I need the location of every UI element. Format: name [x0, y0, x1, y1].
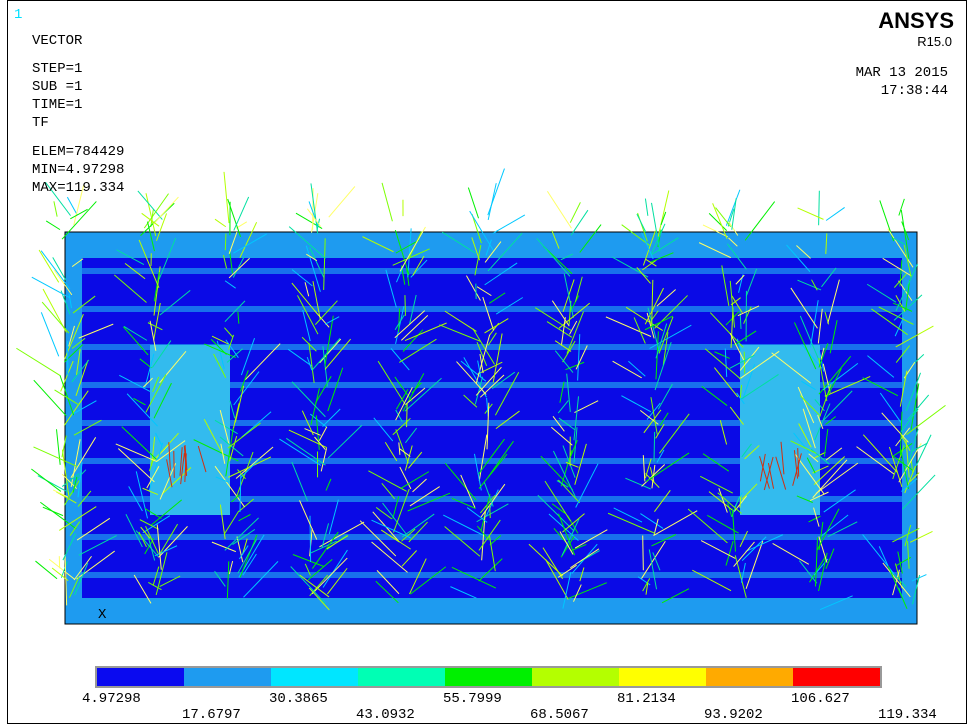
date: MAR 13 2015: [856, 65, 948, 81]
max: MAX=119.334: [32, 180, 124, 196]
legend-label: 81.2134: [617, 691, 676, 707]
legend-swatch: [793, 668, 880, 686]
vector-arrow: [643, 536, 644, 571]
step: STEP=1: [32, 61, 82, 77]
legend-swatch: [358, 668, 445, 686]
legend-swatch: [271, 668, 358, 686]
strip: [82, 572, 902, 578]
vector-arrow: [819, 191, 820, 225]
legend-label: 93.9202: [704, 707, 763, 723]
item: TF: [32, 115, 49, 131]
vector-arrow: [654, 432, 655, 462]
legend-label: 17.6797: [182, 707, 241, 723]
min: MIN=4.97298: [32, 162, 124, 178]
legend-label: 43.0932: [356, 707, 415, 723]
legend-label: 4.97298: [82, 691, 141, 707]
hole: [150, 345, 230, 515]
logo-version: R15.0: [917, 34, 952, 49]
legend-swatch: [619, 668, 706, 686]
axis-label: X: [98, 607, 107, 623]
plot-type: VECTOR: [32, 33, 83, 49]
vector-arrow: [174, 451, 175, 478]
legend-swatch: [445, 668, 532, 686]
time: TIME=1: [32, 97, 82, 113]
legend-label: 30.3865: [269, 691, 328, 707]
legend-swatch: [706, 668, 793, 686]
vector-arrow: [310, 516, 311, 562]
vector-arrow: [407, 404, 408, 428]
strip: [82, 268, 902, 274]
strip: [82, 534, 902, 540]
logo-name: ANSYS: [878, 8, 954, 33]
legend-label: 119.334: [878, 707, 937, 723]
model-plot: [16, 169, 945, 624]
legend-label: 106.627: [791, 691, 850, 707]
window-number: 1: [14, 7, 22, 23]
vector-arrow: [744, 352, 745, 374]
legend-swatch: [97, 668, 184, 686]
legend-label: 55.7999: [443, 691, 502, 707]
strip: [82, 306, 902, 312]
legend-label: 68.5067: [530, 707, 589, 723]
ansys-window: 1 VECTOR STEP=1 SUB =1 TIME=1 TF ELEM=78…: [0, 0, 967, 724]
vector-arrow: [225, 233, 226, 250]
legend-swatch: [532, 668, 619, 686]
vector-arrow: [405, 295, 406, 316]
clock: 17:38:44: [881, 83, 948, 99]
sub: SUB =1: [32, 79, 82, 95]
elem: ELEM=784429: [32, 144, 124, 160]
legend-swatch: [184, 668, 271, 686]
page: 1 VECTOR STEP=1 SUB =1 TIME=1 TF ELEM=78…: [0, 0, 967, 724]
vector-arrow: [490, 504, 491, 518]
